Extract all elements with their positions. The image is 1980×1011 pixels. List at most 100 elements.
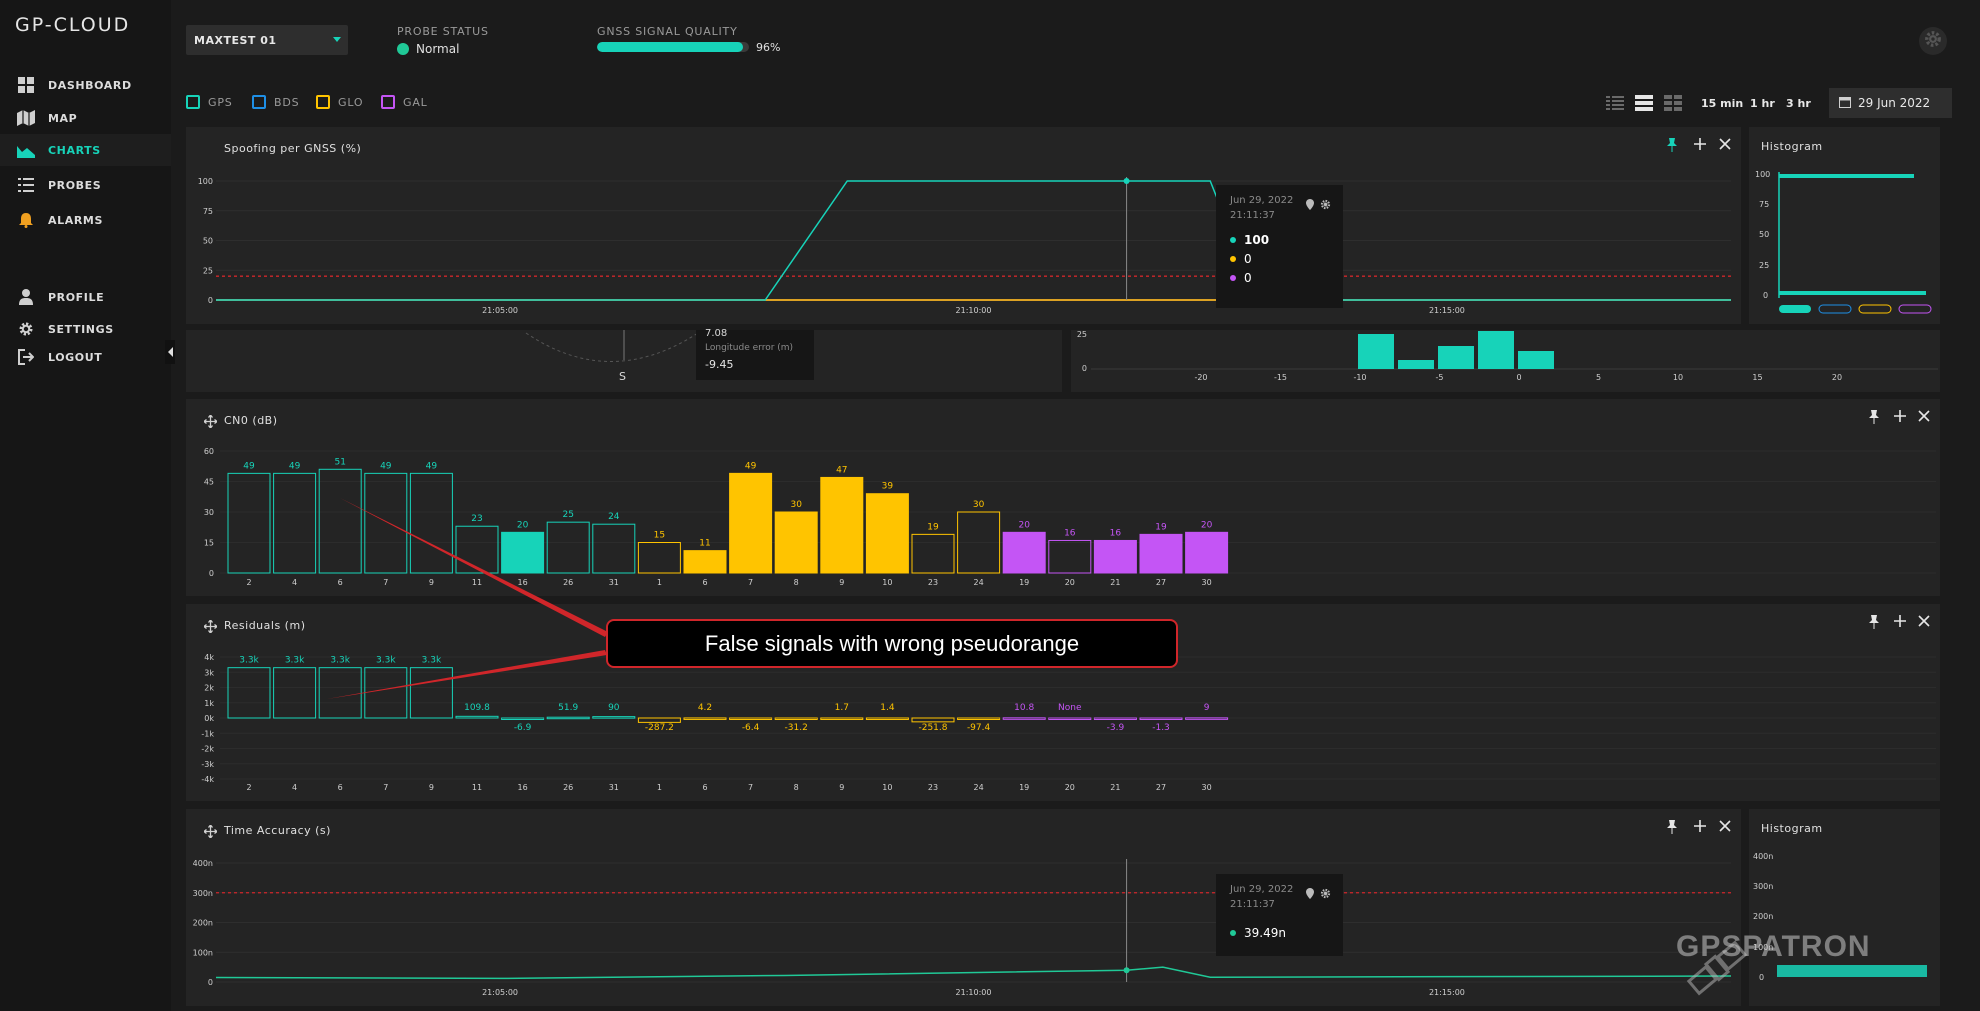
gear-icon[interactable] [1320,195,1331,214]
add-button[interactable] [1893,409,1907,427]
close-button[interactable] [1718,819,1732,837]
settings-button[interactable] [1919,27,1947,55]
drag-handle-icon[interactable] [203,413,218,432]
legend-label: GLO [338,95,364,109]
x-tick-label: 7 [748,783,753,792]
legend-gps[interactable]: GPS [186,95,233,109]
x-tick-label: 11 [472,783,482,792]
x-tick-label: 2 [246,578,251,587]
pin-icon [1868,410,1880,428]
gear-icon[interactable] [1320,884,1331,903]
gnss-quality-fill [597,42,743,52]
histogram-bar [1398,360,1434,369]
probe-select[interactable]: MAXTEST 01 [186,25,348,55]
x-tick-label: 21:05:00 [482,988,518,997]
drag-handle-icon[interactable] [203,823,218,842]
bar [364,472,408,574]
add-button[interactable] [1893,614,1907,632]
spoofing-tooltip: Jun 29, 2022 21:11:37 100 0 0 [1216,185,1343,308]
panel-title: CN0 (dB) [224,414,278,427]
pin-button[interactable] [1868,615,1880,633]
bar [364,667,408,719]
x-tick-label: 15 [1752,373,1762,382]
y-tick-label: 25 [203,266,213,275]
histogram-panel: Histogram 100 75 50 25 0 [1749,127,1940,324]
bar [546,521,590,574]
legend-label: BDS [274,95,300,109]
tooltip-value-glo: 0 [1230,252,1252,266]
pin-button[interactable] [1666,820,1678,838]
layout-compact-button[interactable] [1606,95,1624,114]
x-tick-label: 9 [429,783,434,792]
x-tick-label: 10 [882,783,892,792]
histogram-bar [1779,174,1914,178]
error-histogram-panel: 25 0 -20 -15 -10 -5 0 5 10 15 20 [1071,330,1940,392]
data-label: 49 [289,461,301,471]
sidebar-item-logout[interactable]: LOGOUT [0,341,171,373]
x-tick-label: 8 [794,578,799,587]
gnss-quality-value: 96% [756,41,781,54]
x-tick-label: 23 [928,783,938,792]
legend-pill-gal[interactable] [1898,304,1932,314]
layout-grid-button[interactable] [1664,95,1682,115]
add-button[interactable] [1693,819,1707,837]
bar [1002,531,1046,574]
panel-title: Spoofing per GNSS (%) [224,142,362,155]
range-15min-button[interactable]: 15 min [1701,97,1744,110]
pin-button[interactable] [1666,138,1678,156]
sidebar-item-charts[interactable]: CHARTS [0,134,171,166]
close-button[interactable] [1917,614,1931,632]
range-1hr-button[interactable]: 1 hr [1750,97,1775,110]
x-tick-label: -15 [1274,373,1287,382]
x-tick-label: 6 [338,578,343,587]
sidebar-item-settings[interactable]: SETTINGS [0,313,171,345]
x-tick-label: 21:10:00 [956,988,992,997]
legend-pill-bds[interactable] [1818,304,1852,314]
tooltip-value-gal: 0 [1230,271,1252,285]
legend-bds[interactable]: BDS [252,95,299,109]
data-label: 49 [745,461,757,471]
y-tick-label: 75 [203,207,213,216]
sidebar-collapse-button[interactable] [165,340,175,364]
sidebar-item-profile[interactable]: PROFILE [0,281,171,313]
x-tick-label: 16 [518,783,528,792]
data-label: 25 [562,510,573,520]
dot-icon [1230,275,1236,281]
list-icon [17,177,35,193]
layout-rows-button[interactable] [1635,95,1653,115]
sidebar-item-map[interactable]: MAP [0,102,171,134]
app-logo: GP-CLOUD [15,14,131,36]
tooltip-time: 21:11:37 [1230,210,1275,221]
bar [911,717,955,723]
rows-icon [1635,95,1653,115]
date-picker-button[interactable]: 29 Jun 2022 [1829,88,1952,118]
legend-pill-gps[interactable] [1779,305,1811,313]
data-label: 30 [790,500,802,510]
sidebar-item-alarms[interactable]: ALARMS [0,204,171,236]
dot-icon [1230,256,1236,262]
close-button[interactable] [1718,137,1732,155]
legend-pill-glo[interactable] [1858,304,1892,314]
tooltip-time: 21:11:37 [1230,899,1275,910]
y-tick: 25 [1759,261,1769,270]
histogram-bar [1358,334,1394,369]
range-3hr-button[interactable]: 3 hr [1786,97,1811,110]
data-label: 3.3k [376,656,396,666]
close-button[interactable] [1917,409,1931,427]
legend-glo[interactable]: GLO [316,95,363,109]
y-tick-label: -4k [201,775,214,784]
x-tick-label: 21:15:00 [1429,988,1465,997]
sidebar-item-probes[interactable]: PROBES [0,169,171,201]
legend-gal[interactable]: GAL [381,95,428,109]
plus-icon [1693,820,1707,837]
data-label: 19 [1155,522,1167,532]
status-dot-icon [397,43,409,55]
add-button[interactable] [1693,137,1707,155]
x-tick-label: 30 [1202,578,1212,587]
plus-icon [1893,410,1907,427]
bar [227,667,271,719]
pin-button[interactable] [1868,410,1880,428]
drag-handle-icon[interactable] [203,618,218,637]
x-tick-label: 6 [338,783,343,792]
sidebar-item-dashboard[interactable]: DASHBOARD [0,69,171,101]
